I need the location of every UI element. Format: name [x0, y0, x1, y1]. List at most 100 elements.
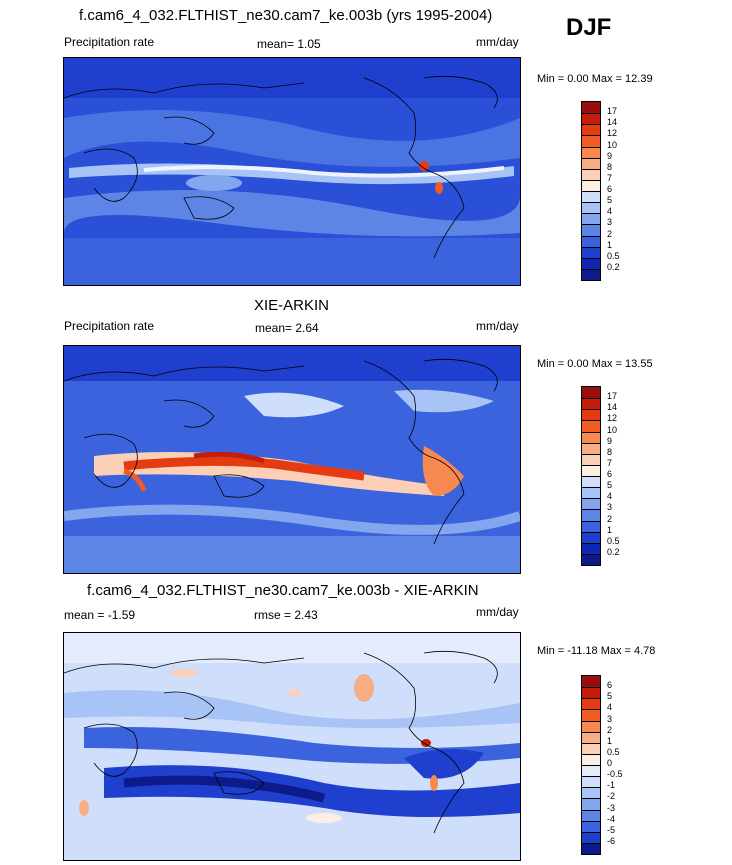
colorbar-tick-label: 1	[607, 524, 613, 535]
colorbar-swatch	[582, 224, 600, 236]
colorbar-tick-label: 6	[607, 469, 613, 479]
colorbar-tick-label: 5	[607, 195, 613, 206]
colorbar-tick-label: 0	[607, 758, 613, 768]
colorbar-swatch	[582, 179, 600, 191]
panel-2-left-label: Precipitation rate	[64, 319, 155, 333]
panel-3-title: f.cam6_4_032.FLTHIST_ne30.cam7_ke.003b -…	[87, 582, 479, 599]
colorbar-swatch	[582, 742, 600, 754]
colorbar-tick-label: 0.5	[607, 746, 620, 757]
colorbar-tick-label: 9	[607, 435, 613, 446]
colorbar-tick-label: 17	[607, 391, 618, 402]
colorbar-tick-label: 6	[607, 680, 613, 691]
colorbar-swatch	[582, 246, 600, 258]
panel-2-minmax: Min = 0.00 Max = 13.55	[537, 358, 653, 370]
colorbar-tick-label: 6	[607, 184, 613, 194]
panel-1-colorbar	[581, 101, 601, 281]
colorbar-swatch	[582, 168, 600, 180]
colorbar-swatch	[582, 398, 600, 410]
colorbar-tick-label: -3	[607, 802, 616, 813]
colorbar-swatch	[582, 698, 600, 710]
colorbar-tick-label: 4	[607, 702, 613, 713]
colorbar-swatch	[582, 387, 600, 399]
colorbar-tick-label: 12	[607, 413, 618, 424]
colorbar-swatch	[582, 676, 600, 688]
panel-1-left-label: Precipitation rate	[64, 35, 155, 49]
colorbar-swatch	[582, 464, 600, 476]
colorbar-swatch	[582, 191, 600, 203]
colorbar-swatch	[582, 542, 600, 554]
colorbar-swatch	[582, 509, 600, 521]
colorbar-swatch	[582, 453, 600, 465]
colorbar-tick-label: -0.5	[607, 769, 623, 780]
colorbar-tick-label: 2	[607, 228, 613, 239]
colorbar-swatch	[582, 202, 600, 214]
colorbar-swatch	[582, 124, 600, 136]
panel-3-minmax: Min = -11.18 Max = 4.78	[537, 645, 656, 657]
colorbar-tick-label: 4	[607, 206, 613, 217]
colorbar-swatch	[582, 553, 600, 565]
colorbar-swatch	[582, 709, 600, 721]
colorbar-swatch	[582, 431, 600, 443]
colorbar-tick-label: 1	[607, 239, 613, 250]
panel-1-map	[63, 57, 521, 286]
colorbar-tick-label: 0.5	[607, 535, 620, 546]
colorbar-swatch	[582, 268, 600, 280]
colorbar-swatch	[582, 235, 600, 247]
colorbar-tick-label: 5	[607, 480, 613, 491]
colorbar-swatch	[582, 157, 600, 169]
colorbar-tick-label: 9	[607, 150, 613, 161]
colorbar-tick-label: 7	[607, 457, 613, 468]
panel-2-units: mm/day	[476, 319, 519, 333]
colorbar-swatch	[582, 731, 600, 743]
colorbar-tick-label: 12	[607, 128, 618, 139]
panel-3-map	[63, 632, 521, 861]
colorbar-tick-label: 3	[607, 217, 613, 228]
panel-2-mean: mean= 2.64	[255, 321, 319, 335]
colorbar-tick-label: 8	[607, 446, 613, 457]
colorbar-swatch	[582, 520, 600, 532]
colorbar-tick-label: 10	[607, 424, 618, 435]
colorbar-tick-label: 7	[607, 172, 613, 183]
colorbar-tick-label: 5	[607, 691, 613, 702]
colorbar-swatch	[582, 409, 600, 421]
colorbar-swatch	[582, 420, 600, 432]
colorbar-swatch	[582, 442, 600, 454]
colorbar-tick-label: 0.2	[607, 546, 620, 557]
colorbar-tick-label: 2	[607, 724, 613, 735]
colorbar-swatch	[582, 831, 600, 843]
colorbar-swatch	[582, 113, 600, 125]
colorbar-swatch	[582, 135, 600, 147]
panel-3-units: mm/day	[476, 605, 519, 619]
colorbar-tick-label: -2	[607, 791, 616, 802]
panel-2-map	[63, 345, 521, 574]
panel-3-colorbar	[581, 675, 601, 855]
colorbar-tick-label: 3	[607, 713, 613, 724]
colorbar-swatch	[582, 765, 600, 777]
panel-3-mean: mean = -1.59	[64, 608, 136, 622]
colorbar-swatch	[582, 809, 600, 821]
colorbar-swatch	[582, 720, 600, 732]
colorbar-tick-label: 0.2	[607, 261, 620, 272]
colorbar-swatch	[582, 487, 600, 499]
colorbar-tick-label: 4	[607, 491, 613, 502]
colorbar-swatch	[582, 776, 600, 788]
panel-3-rmse: rmse = 2.43	[254, 608, 318, 622]
panel-2-colorbar	[581, 386, 601, 566]
colorbar-tick-label: 10	[607, 139, 618, 150]
colorbar-swatch	[582, 531, 600, 543]
colorbar-tick-label: 3	[607, 502, 613, 513]
colorbar-tick-label: 17	[607, 106, 618, 117]
colorbar-tick-label: 8	[607, 161, 613, 172]
colorbar-swatch	[582, 798, 600, 810]
colorbar-tick-label: 0.5	[607, 250, 620, 261]
colorbar-swatch	[582, 787, 600, 799]
colorbar-swatch	[582, 753, 600, 765]
panel-1-minmax: Min = 0.00 Max = 12.39	[537, 73, 653, 85]
colorbar-swatch	[582, 213, 600, 225]
colorbar-swatch	[582, 146, 600, 158]
colorbar-swatch	[582, 820, 600, 832]
panel-1-mean: mean= 1.05	[257, 37, 321, 51]
colorbar-swatch	[582, 257, 600, 269]
colorbar-tick-label: 14	[607, 402, 618, 413]
colorbar-swatch	[582, 842, 600, 854]
